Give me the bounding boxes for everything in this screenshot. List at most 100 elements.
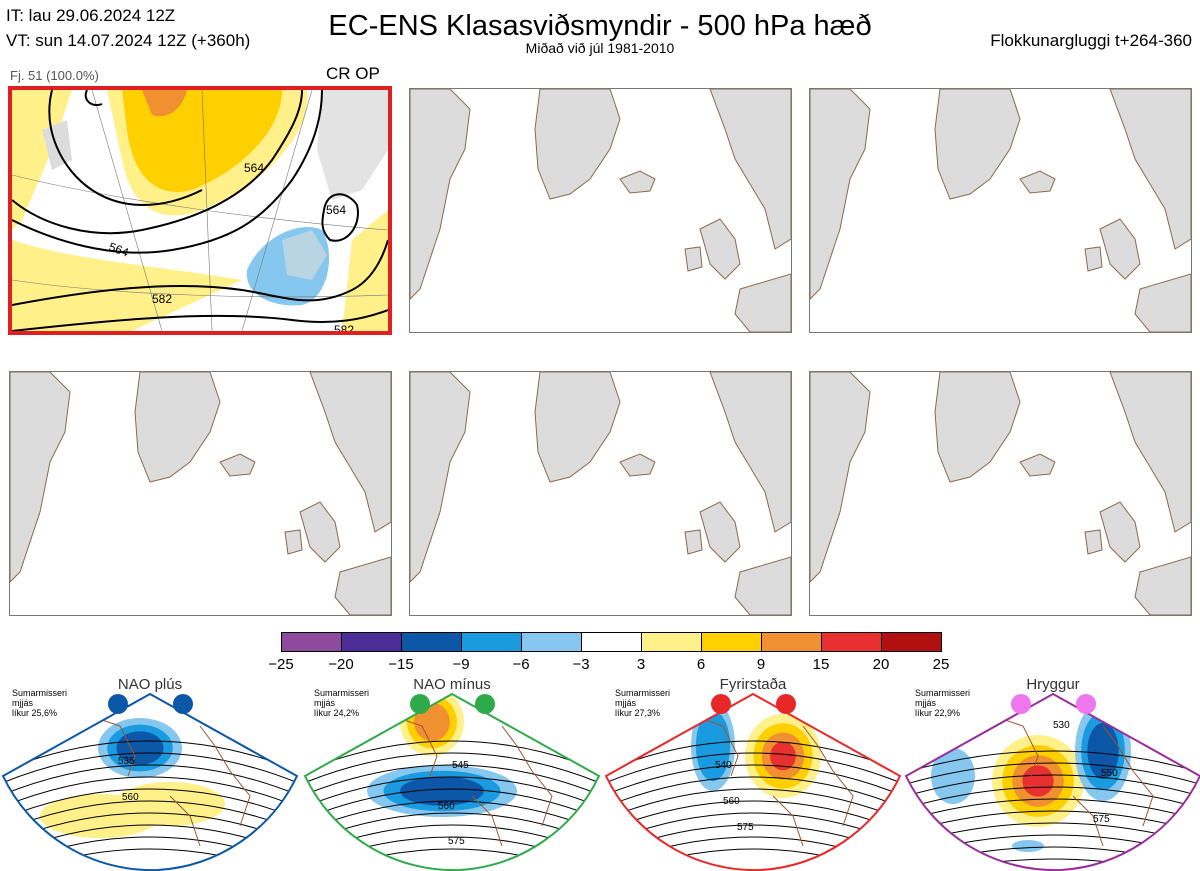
regime-fan-map: 545 560 575 xyxy=(303,692,601,871)
regime-note-line: Sumarmisseri xyxy=(915,688,971,698)
cluster-map-3[interactable] xyxy=(809,88,1192,333)
regime-note-line: mjjás xyxy=(314,698,336,708)
land-mass xyxy=(1134,556,1191,615)
empty-map-basemap xyxy=(410,89,791,332)
regime-marker-dot xyxy=(1011,694,1031,714)
land-mass xyxy=(619,453,656,477)
land-mass xyxy=(709,372,791,533)
empty-map-basemap xyxy=(810,372,1191,615)
contour-label: 545 xyxy=(452,760,469,771)
regime-fan-map: 540 560 575 xyxy=(604,692,902,871)
regime-panel[interactable]: 540 560 575 Fyrirstaða Sumarmisseri mjjás líku… xyxy=(603,676,903,871)
colorbar-swatch xyxy=(341,632,402,652)
regime-title: Hryggur xyxy=(1026,676,1080,693)
regime-marker-dot xyxy=(776,694,796,714)
regime-fan-map: 535 560 xyxy=(1,692,299,871)
contour-label: 575 xyxy=(737,822,754,833)
contour-label: 564 xyxy=(107,240,131,260)
colorbar-tick-label: −3 xyxy=(572,656,590,673)
regime-marker-dot xyxy=(108,694,128,714)
land-mass xyxy=(810,372,871,583)
colorbar-swatch xyxy=(281,632,342,652)
colorbar-tick-label: 3 xyxy=(636,656,646,673)
regime-note-line: Sumarmisseri xyxy=(12,688,68,698)
colorbar-swatch xyxy=(641,632,702,652)
land-mass xyxy=(734,273,791,332)
colorbar-tick-label: −20 xyxy=(328,656,354,673)
land-mass xyxy=(934,372,1021,483)
colorbar-tick-label: −6 xyxy=(512,656,530,673)
initial-time: IT: lau 29.06.2024 12Z xyxy=(6,6,176,25)
land-mass xyxy=(309,372,391,533)
land-mass xyxy=(1084,529,1103,555)
colorbar-tick-label: −25 xyxy=(268,656,294,673)
page-subtitle: Miðað við júl 1981-2010 xyxy=(525,40,675,56)
contour-label: 582 xyxy=(152,292,172,306)
contour-label: 560 xyxy=(723,796,740,807)
regime-note-line: Sumarmisseri xyxy=(615,688,671,698)
contour-label: 540 xyxy=(715,760,732,771)
colorbar-swatch xyxy=(821,632,882,652)
regime-note-line: líkur 24,2% xyxy=(314,708,360,718)
land-mass xyxy=(619,170,656,194)
regime-note: Sumarmisseri mjjás líkur 24,2% xyxy=(314,688,369,718)
empty-map-basemap xyxy=(810,89,1191,332)
colorbar-tick-label: 15 xyxy=(812,656,830,673)
colorbar-tick-label: 20 xyxy=(872,656,890,673)
contour-label: 530 xyxy=(1053,720,1070,731)
contour-label: 535 xyxy=(118,756,135,767)
colorbar-tick-label: 9 xyxy=(756,656,766,673)
regime-marker-dot xyxy=(475,694,495,714)
land-mass xyxy=(1134,273,1191,332)
regime-marker-dot xyxy=(711,694,731,714)
land-mass xyxy=(534,372,621,483)
land-mass xyxy=(810,89,871,300)
land-mass xyxy=(934,89,1021,200)
land-mass xyxy=(219,453,256,477)
regime-panel[interactable]: 535 560 NAO plús Sumarmisseri mjjás líkur 25,… xyxy=(0,676,300,871)
regime-note: Sumarmisseri mjjás líkur 25,6% xyxy=(12,688,67,718)
cluster-map-6[interactable] xyxy=(809,371,1192,616)
regime-title: Fyrirstaða xyxy=(719,676,787,693)
regime-panel[interactable]: 545 560 575 NAO mínus Sumarmisseri mjjás líkur… xyxy=(302,676,602,871)
regime-note: Sumarmisseri mjjás líkur 27,3% xyxy=(615,688,670,718)
regime-title: NAO mínus xyxy=(413,676,491,693)
regime-note-line: Sumarmisseri xyxy=(314,688,370,698)
regime-note: Sumarmisseri mjjás líkur 22,9% xyxy=(915,688,970,718)
contour-label: 575 xyxy=(448,836,465,847)
regime-note-line: mjjás xyxy=(915,698,937,708)
regime-panel[interactable]: 530 550 575 Hryggur Sumarmisseri mjjás líkur 2… xyxy=(903,676,1200,871)
cluster-map-4[interactable] xyxy=(9,371,392,616)
colorbar-swatch xyxy=(761,632,822,652)
regime-marker-dot xyxy=(1076,694,1096,714)
land-mass xyxy=(1099,501,1141,563)
contour-label: 560 xyxy=(122,792,139,803)
regime-marker-dot xyxy=(173,694,193,714)
land-mass xyxy=(709,89,791,250)
land-mass xyxy=(1084,246,1103,272)
land-mass xyxy=(1109,372,1191,533)
regime-note-line: mjjás xyxy=(615,698,637,708)
contour-label: 550 xyxy=(1101,768,1118,779)
land-mass xyxy=(1109,89,1191,250)
regime-note-line: líkur 27,3% xyxy=(615,708,661,718)
land-mass xyxy=(134,372,221,483)
cluster-count-label: Fj. 51 (100.0%) xyxy=(10,68,99,83)
regime-note-line: mjjás xyxy=(12,698,34,708)
colorbar-swatch xyxy=(461,632,522,652)
regime-note-line: líkur 22,9% xyxy=(915,708,961,718)
land-mass xyxy=(684,529,703,555)
land-mass xyxy=(299,501,341,563)
land-mass xyxy=(1099,218,1141,280)
cluster-map-2[interactable] xyxy=(409,88,792,333)
colorbar-swatch xyxy=(701,632,762,652)
cluster-map-5[interactable] xyxy=(409,371,792,616)
land-mass xyxy=(334,556,391,615)
valid-time: VT: sun 14.07.2024 12Z (+360h) xyxy=(6,31,251,50)
colorbar-tick-label: 25 xyxy=(932,656,950,673)
cluster-tag: CR OP xyxy=(326,64,380,83)
contour-label: 575 xyxy=(1093,814,1110,825)
colorbar-swatch xyxy=(401,632,462,652)
cluster-map-1[interactable]: 564 564 564 582 582 xyxy=(8,86,392,335)
page-title: EC-ENS Klasasviðsmyndir - 500 hPa hæð xyxy=(328,10,872,42)
